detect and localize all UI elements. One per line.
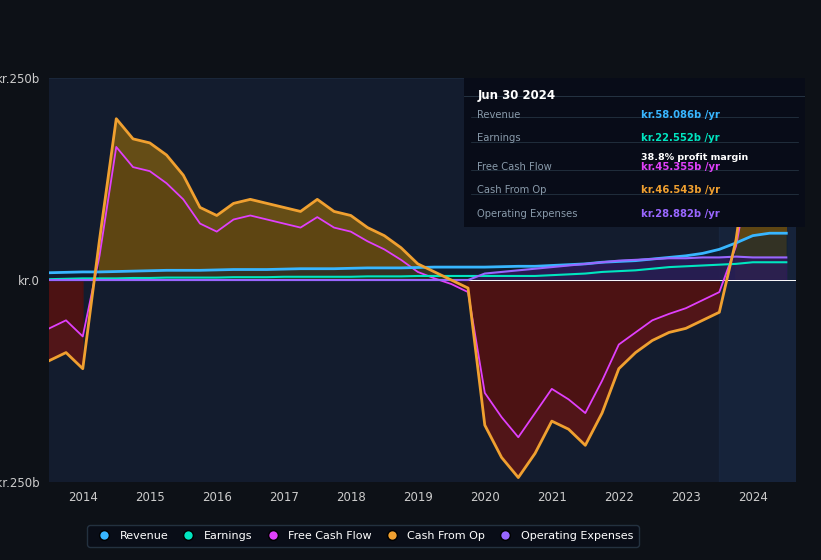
Bar: [719, 78, 796, 482]
Text: kr.28.882b /yr: kr.28.882b /yr: [641, 209, 720, 219]
Text: Jun 30 2024: Jun 30 2024: [478, 89, 556, 102]
Text: kr.46.543b /yr: kr.46.543b /yr: [641, 185, 720, 195]
Text: kr.22.552b /yr: kr.22.552b /yr: [641, 133, 720, 143]
Text: Cash From Op: Cash From Op: [478, 185, 547, 195]
Text: Earnings: Earnings: [478, 133, 521, 143]
Legend: Revenue, Earnings, Free Cash Flow, Cash From Op, Operating Expenses: Revenue, Earnings, Free Cash Flow, Cash …: [88, 525, 639, 547]
Text: Operating Expenses: Operating Expenses: [478, 209, 578, 219]
Text: 38.8% profit margin: 38.8% profit margin: [641, 153, 748, 162]
Text: Free Cash Flow: Free Cash Flow: [478, 161, 553, 171]
Text: Revenue: Revenue: [478, 110, 521, 120]
Text: kr.45.355b /yr: kr.45.355b /yr: [641, 161, 720, 171]
Text: kr.58.086b /yr: kr.58.086b /yr: [641, 110, 720, 120]
